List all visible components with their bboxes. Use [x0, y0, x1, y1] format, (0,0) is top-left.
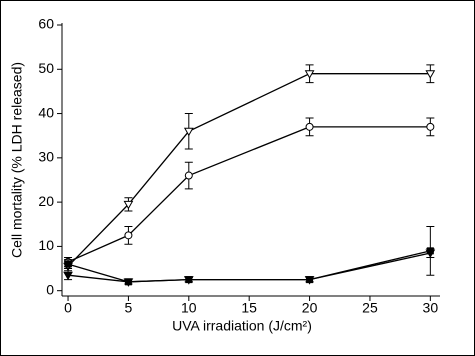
x-axis-label: UVA irradiation (J/cm²) — [172, 318, 312, 334]
marker — [304, 276, 315, 285]
marker — [425, 249, 436, 259]
marker — [425, 70, 436, 79]
marker — [184, 171, 193, 180]
y-tick-label: 50 — [38, 60, 54, 76]
y-tick-label: 20 — [38, 193, 54, 209]
marker — [183, 276, 194, 285]
y-tick-label: 0 — [46, 281, 54, 297]
y-tick-label: 40 — [38, 104, 54, 120]
marker — [63, 271, 73, 281]
marker — [426, 122, 435, 131]
x-tick-label: 15 — [241, 300, 257, 316]
series-line — [67, 252, 431, 283]
x-tick-label: 20 — [302, 300, 318, 316]
y-tick-label: 10 — [38, 237, 54, 253]
x-tick-label: 25 — [362, 300, 378, 316]
marker — [183, 127, 194, 137]
series-line — [67, 250, 431, 283]
x-tick-label: 10 — [181, 300, 197, 316]
x-tick-label: 0 — [64, 300, 72, 316]
marker — [124, 231, 133, 240]
marker — [123, 200, 134, 210]
x-tick-label: 5 — [125, 300, 133, 316]
y-axis-label: Cell mortality (% LDH released) — [9, 62, 25, 258]
marker — [305, 122, 314, 131]
marker — [304, 70, 315, 79]
x-tick-label: 30 — [423, 300, 439, 316]
y-tick-label: 30 — [38, 149, 54, 165]
series-line — [67, 126, 431, 263]
marker — [64, 260, 72, 268]
marker — [123, 278, 134, 287]
y-tick-label: 60 — [38, 16, 54, 32]
